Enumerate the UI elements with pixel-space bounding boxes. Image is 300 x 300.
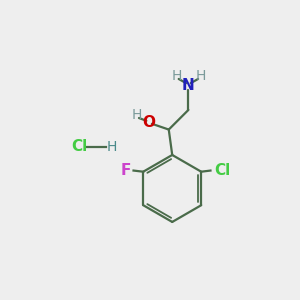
Text: Cl: Cl — [214, 163, 230, 178]
Text: N: N — [182, 78, 195, 93]
Text: Cl: Cl — [72, 140, 88, 154]
Text: H: H — [107, 140, 117, 154]
Text: F: F — [120, 163, 130, 178]
Text: H: H — [195, 69, 206, 83]
Text: H: H — [131, 108, 142, 122]
Text: O: O — [142, 115, 156, 130]
Text: H: H — [171, 69, 182, 83]
